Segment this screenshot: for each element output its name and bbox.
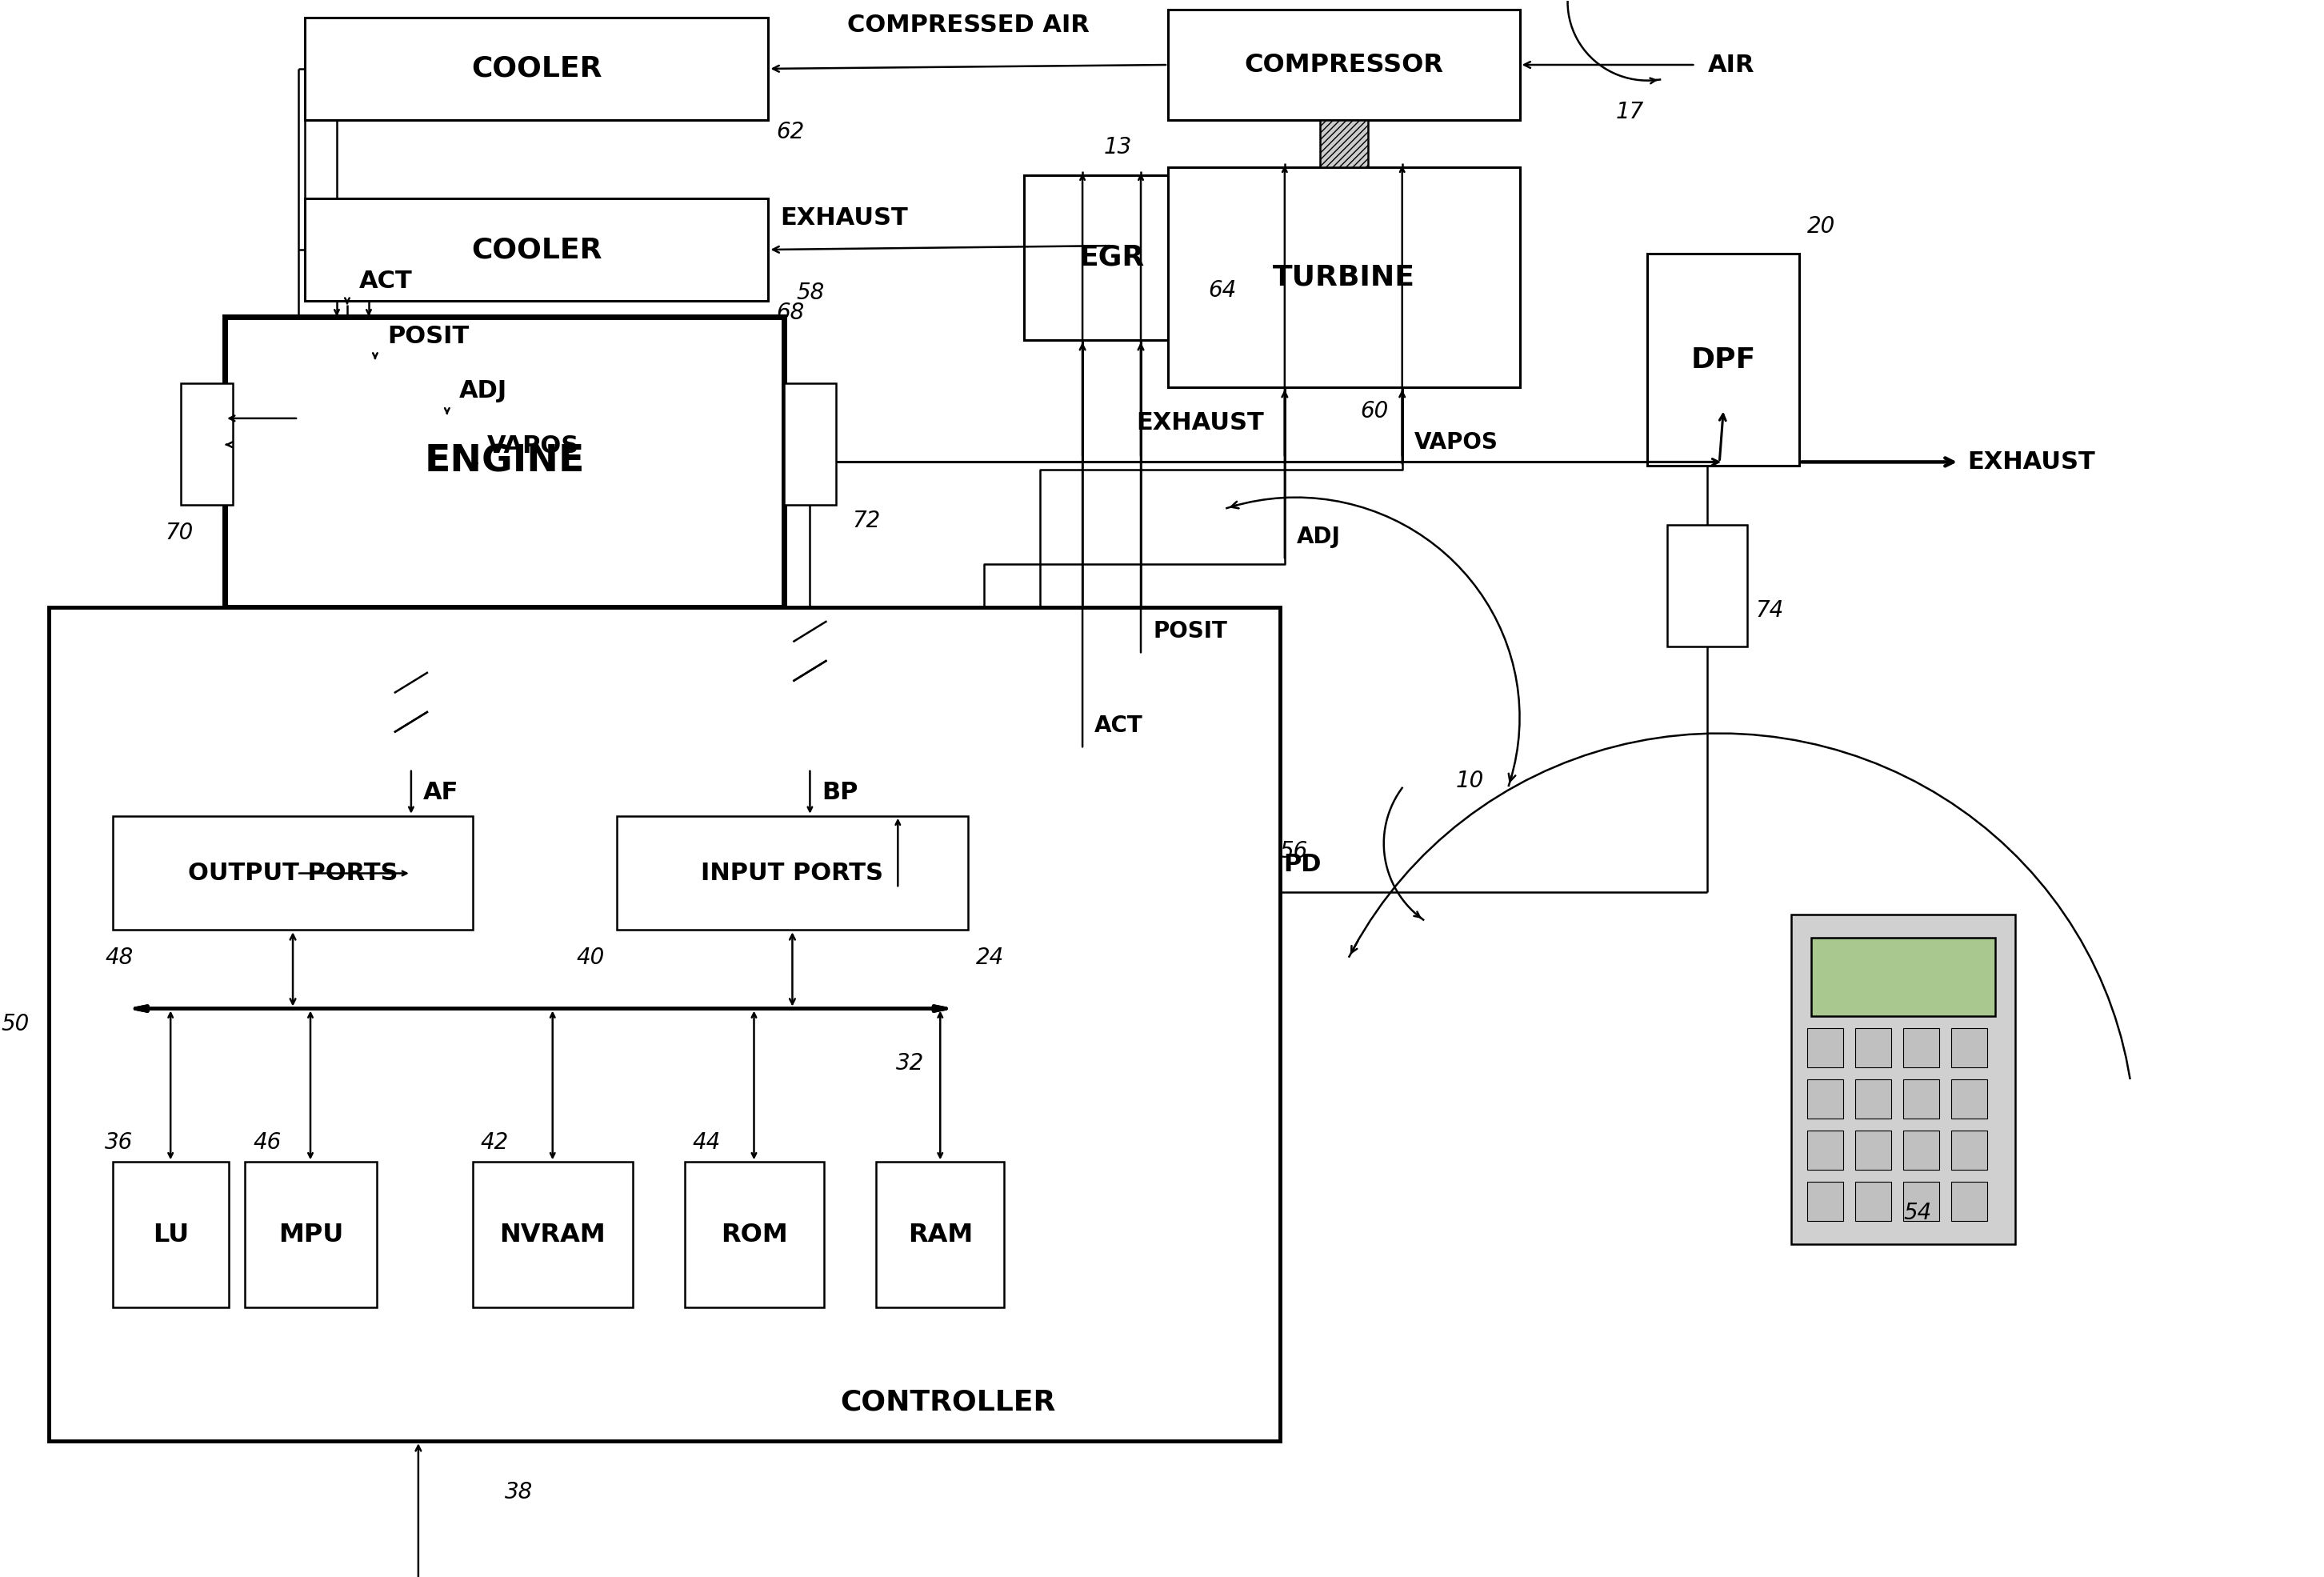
Text: 70: 70 [165, 522, 193, 544]
Text: 42: 42 [481, 1131, 509, 1153]
Text: 54: 54 [1903, 1202, 1931, 1224]
Text: CONTROLLER: CONTROLLER [839, 1388, 1055, 1416]
Text: DPF: DPF [1692, 345, 1757, 374]
Text: 56: 56 [1281, 841, 1308, 863]
Bar [786, 383, 837, 505]
Bar [686, 1162, 825, 1307]
Text: 46: 46 [253, 1131, 281, 1153]
Text: EXHAUST: EXHAUST [1966, 451, 2094, 473]
Text: 36: 36 [105, 1131, 132, 1153]
Bar [1320, 120, 1369, 167]
Text: OUTPUT PORTS: OUTPUT PORTS [188, 861, 397, 885]
Text: VAPOS: VAPOS [1415, 431, 1499, 454]
Text: PD: PD [1283, 853, 1322, 877]
Bar [1025, 175, 1199, 341]
Bar [1855, 1181, 1892, 1221]
Text: COOLER: COOLER [472, 55, 602, 82]
Text: 10: 10 [1455, 770, 1485, 792]
Text: POSIT: POSIT [388, 325, 469, 349]
Bar [1808, 1181, 1843, 1221]
Bar [1792, 915, 2015, 1244]
Bar [472, 1162, 632, 1307]
Text: 24: 24 [976, 946, 1004, 968]
Text: ACT: ACT [1095, 714, 1143, 736]
Bar [181, 383, 232, 505]
Bar [1669, 525, 1748, 647]
Bar [1903, 1028, 1938, 1068]
Bar [114, 1162, 228, 1307]
Bar [1648, 254, 1799, 465]
Bar [1808, 1028, 1843, 1068]
Bar [1808, 1131, 1843, 1170]
Text: EXHAUST: EXHAUST [1136, 412, 1264, 434]
Text: 20: 20 [1808, 214, 1836, 237]
Bar [876, 1162, 1004, 1307]
Bar [1952, 1181, 1987, 1221]
Bar [1952, 1131, 1987, 1170]
Bar [1808, 1079, 1843, 1118]
Bar [225, 317, 786, 607]
Text: 60: 60 [1360, 399, 1387, 423]
Bar [1855, 1131, 1892, 1170]
Text: 44: 44 [693, 1131, 720, 1153]
Text: ADJ: ADJ [460, 380, 507, 402]
Text: 17: 17 [1615, 101, 1643, 123]
Bar [1855, 1079, 1892, 1118]
Text: MPU: MPU [279, 1222, 344, 1247]
Bar [1169, 9, 1520, 120]
Text: INPUT PORTS: INPUT PORTS [702, 861, 883, 885]
Bar [1169, 167, 1520, 388]
Text: 74: 74 [1755, 599, 1783, 621]
Text: AIR: AIR [1708, 54, 1755, 76]
Bar [1952, 1079, 1987, 1118]
Bar [304, 17, 769, 120]
Text: ROM: ROM [720, 1222, 788, 1247]
Text: 64: 64 [1208, 279, 1236, 301]
Text: 38: 38 [504, 1481, 532, 1503]
Text: VAPOS: VAPOS [488, 435, 579, 457]
Text: COMPRESSOR: COMPRESSOR [1243, 52, 1443, 77]
Bar [1952, 1028, 1987, 1068]
Text: NVRAM: NVRAM [500, 1222, 607, 1247]
Text: 72: 72 [853, 509, 881, 531]
Bar [1903, 1181, 1938, 1221]
Text: AF: AF [423, 781, 458, 804]
Text: EXHAUST: EXHAUST [781, 207, 909, 230]
Text: COMPRESSED AIR: COMPRESSED AIR [846, 14, 1090, 38]
Text: RAM: RAM [909, 1222, 974, 1247]
Text: POSIT: POSIT [1153, 620, 1227, 642]
Text: 40: 40 [576, 946, 604, 968]
Bar [114, 815, 472, 930]
Text: ADJ: ADJ [1297, 525, 1341, 547]
Text: EGR: EGR [1078, 244, 1146, 271]
Text: TURBINE: TURBINE [1274, 263, 1415, 290]
Text: 62: 62 [776, 120, 804, 144]
Bar [1855, 1028, 1892, 1068]
Bar [616, 815, 969, 930]
Text: ACT: ACT [360, 270, 414, 293]
Bar [1903, 1079, 1938, 1118]
Text: 68: 68 [776, 301, 804, 323]
Text: 48: 48 [105, 946, 132, 968]
Text: 32: 32 [897, 1052, 925, 1076]
Text: 58: 58 [797, 282, 825, 304]
Bar [1903, 1131, 1938, 1170]
Bar [304, 199, 769, 301]
Bar [1810, 938, 1996, 1017]
Text: 13: 13 [1104, 136, 1132, 159]
Bar [244, 1162, 376, 1307]
Text: ENGINE: ENGINE [425, 445, 586, 479]
Text: BP: BP [823, 781, 858, 804]
Bar [49, 607, 1281, 1441]
Text: LU: LU [153, 1222, 188, 1247]
Text: 50: 50 [0, 1012, 30, 1036]
Text: COOLER: COOLER [472, 237, 602, 263]
